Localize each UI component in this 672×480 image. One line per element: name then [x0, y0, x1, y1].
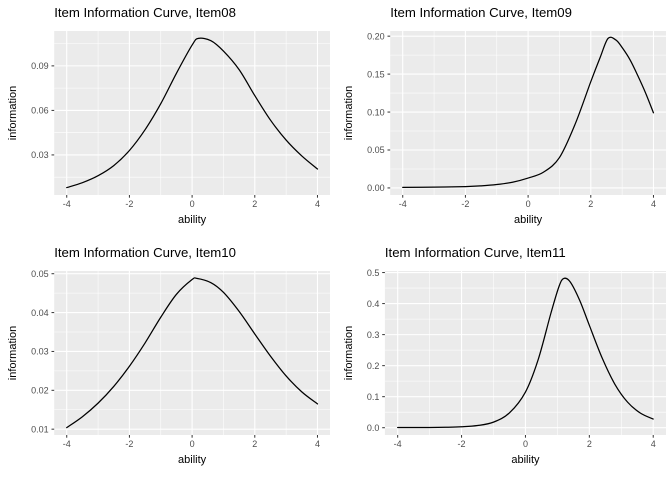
svg-text:0: 0 [523, 439, 528, 449]
svg-text:0.2: 0.2 [367, 361, 380, 371]
svg-text:0.4: 0.4 [367, 299, 380, 309]
chart-item08: -4 -2 0 2 4 0.03 0.06 0.09 Item Information Cur… [0, 0, 336, 240]
svg-text:4: 4 [651, 199, 656, 209]
svg-text:0.20: 0.20 [367, 31, 385, 41]
plot-canvas-item10: -4 -2 0 2 4 0.01 0.02 0.03 0.04 0.05 [31, 269, 330, 449]
svg-text:-2: -2 [461, 199, 469, 209]
svg-text:0.05: 0.05 [367, 145, 385, 155]
y-axis-label-item10: information [7, 325, 19, 381]
svg-text:0: 0 [190, 439, 195, 449]
svg-text:2: 2 [587, 439, 592, 449]
svg-text:0: 0 [190, 199, 195, 209]
svg-text:0.03: 0.03 [31, 150, 49, 160]
chart-title-item11: Item Information Curve, Item11 [384, 245, 566, 260]
svg-text:0.09: 0.09 [31, 61, 49, 71]
svg-text:0.3: 0.3 [367, 330, 380, 340]
chart-item11: -4 -2 0 2 4 0.0 0.1 0.2 0.3 0.4 0.5 Item Informati… [336, 240, 672, 480]
svg-text:0.04: 0.04 [31, 308, 49, 318]
plot-canvas-item09: -4 -2 0 2 4 0.00 0.05 0.10 0.15 0.20 [367, 31, 666, 209]
svg-text:2: 2 [252, 439, 257, 449]
svg-text:0.05: 0.05 [31, 269, 49, 279]
svg-text:0.10: 0.10 [367, 107, 385, 117]
svg-text:2: 2 [588, 199, 593, 209]
svg-text:0.1: 0.1 [367, 392, 380, 402]
chart-item09: -4 -2 0 2 4 0.00 0.05 0.10 0.15 0.20 Item Informa… [336, 0, 672, 240]
plot-canvas-item08: -4 -2 0 2 4 0.03 0.06 0.09 [31, 31, 330, 209]
chart-title-item10: Item Information Curve, Item10 [54, 245, 236, 260]
svg-text:-2: -2 [458, 439, 466, 449]
svg-text:2: 2 [252, 199, 257, 209]
y-axis-label-item08: information [7, 85, 19, 141]
svg-text:-4: -4 [63, 439, 71, 449]
svg-text:4: 4 [315, 199, 320, 209]
svg-text:0.06: 0.06 [31, 106, 49, 116]
chart-item10: -4 -2 0 2 4 0.01 0.02 0.03 0.04 0.05 Item Informa… [0, 240, 336, 480]
x-axis-label-item08: ability [178, 214, 207, 226]
svg-text:-4: -4 [63, 199, 71, 209]
svg-text:0.0: 0.0 [367, 423, 380, 433]
x-axis-label-item11: ability [511, 454, 540, 466]
x-axis-label-item10: ability [178, 454, 207, 466]
svg-text:0.5: 0.5 [367, 268, 380, 278]
svg-text:0.15: 0.15 [367, 69, 385, 79]
svg-text:-4: -4 [399, 199, 407, 209]
chart-title-item09: Item Information Curve, Item09 [390, 5, 572, 20]
chart-title-item08: Item Information Curve, Item08 [54, 5, 236, 20]
y-axis-label-item11: information [343, 325, 355, 381]
svg-text:0.02: 0.02 [31, 386, 49, 396]
svg-text:4: 4 [315, 439, 320, 449]
svg-text:-4: -4 [394, 439, 402, 449]
svg-text:0: 0 [526, 199, 531, 209]
svg-text:0.01: 0.01 [31, 424, 49, 434]
plot-canvas-item11: -4 -2 0 2 4 0.0 0.1 0.2 0.3 0.4 0.5 [367, 268, 666, 449]
y-axis-label-item09: information [343, 85, 355, 141]
svg-text:-2: -2 [125, 199, 133, 209]
x-axis-label-item09: ability [514, 214, 543, 226]
svg-text:-2: -2 [125, 439, 133, 449]
svg-text:0.00: 0.00 [367, 183, 385, 193]
svg-text:0.03: 0.03 [31, 347, 49, 357]
svg-text:4: 4 [651, 439, 656, 449]
